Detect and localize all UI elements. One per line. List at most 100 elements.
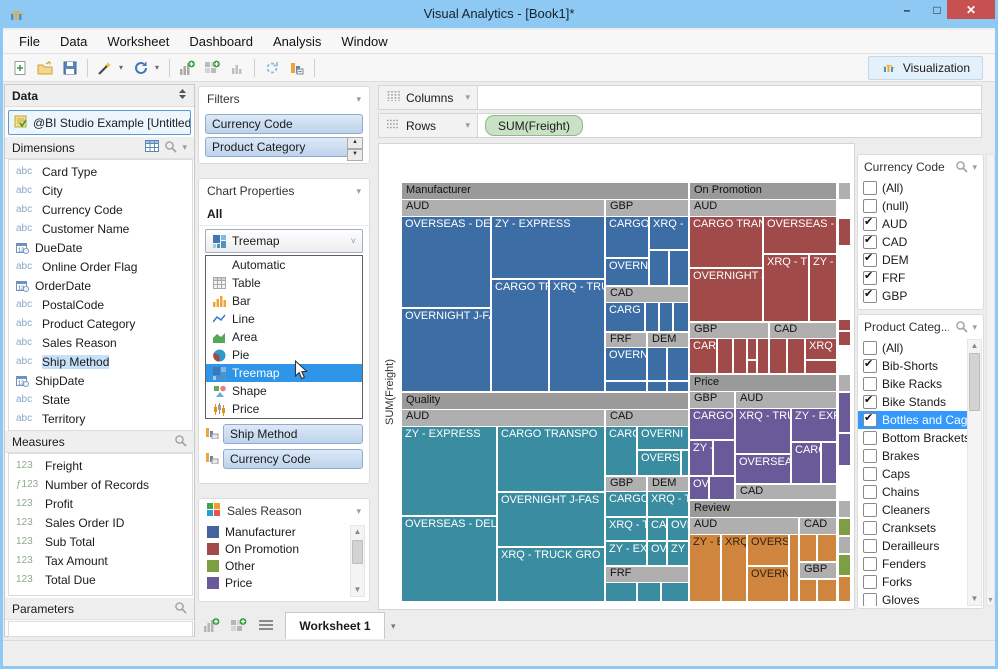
currency-option[interactable]: DEM: [858, 251, 983, 269]
scroll-down-icon[interactable]: ▼: [970, 594, 979, 603]
scrollbar-thumb[interactable]: [352, 540, 363, 564]
close-button[interactable]: ✕: [947, 0, 995, 19]
treemap-cell[interactable]: XRQ: [806, 339, 836, 359]
category-option[interactable]: Derailleurs: [858, 537, 968, 555]
legend-item[interactable]: On Promotion: [199, 540, 349, 557]
treemap-currency-header[interactable]: CAD: [770, 323, 836, 338]
treemap-currency-header[interactable]: GBP: [606, 477, 646, 491]
treemap-cell[interactable]: OVE: [648, 542, 666, 565]
checkbox-icon[interactable]: [863, 467, 877, 481]
collapse-icon[interactable]: ▾: [356, 505, 361, 516]
minimize-button[interactable]: –: [903, 3, 911, 17]
treemap-cell[interactable]: OVERN: [606, 348, 646, 380]
category-scrollbar[interactable]: ▲ ▼: [967, 339, 982, 606]
search-icon[interactable]: [164, 140, 178, 156]
checkbox-icon[interactable]: [863, 593, 877, 606]
category-filter-header[interactable]: Product Categ... ▾: [858, 315, 983, 339]
treemap-currency-header[interactable]: GBP: [690, 323, 768, 338]
treemap-currency-header[interactable]: DEM: [648, 333, 688, 347]
visualization-toggle-button[interactable]: Visualization: [867, 55, 983, 80]
chevron-down-icon[interactable]: ▾: [972, 321, 977, 332]
currency-option[interactable]: GBP: [858, 287, 983, 305]
maximize-button[interactable]: □: [933, 3, 941, 17]
show-labels-button[interactable]: [286, 57, 308, 79]
treemap-cell[interactable]: [770, 339, 786, 373]
treemap-cell[interactable]: XRQ - TR: [648, 492, 688, 516]
filter-pill-product-category[interactable]: Product Category ▲ ▼: [205, 137, 363, 161]
treemap-cell[interactable]: [758, 339, 768, 373]
treemap-currency-header[interactable]: GBP: [800, 563, 836, 578]
open-button[interactable]: [34, 57, 56, 79]
treemap-currency-header[interactable]: CAD: [800, 518, 836, 534]
legend-scrollbar[interactable]: ▲ ▼: [350, 525, 365, 597]
treemap-cell[interactable]: [718, 339, 732, 373]
currency-option[interactable]: AUD: [858, 215, 983, 233]
treemap-cell[interactable]: [646, 303, 658, 331]
checkbox-icon[interactable]: [863, 521, 877, 535]
scrollbar-thumb[interactable]: [969, 353, 980, 411]
treemap-cell[interactable]: [662, 583, 688, 601]
dimension-item[interactable]: abc State: [9, 390, 192, 409]
treemap-cell[interactable]: OVERNIGHT J-FA: [402, 309, 490, 391]
menu-item-data[interactable]: Data: [59, 34, 88, 49]
treemap-cell[interactable]: XRQ - TRU: [550, 280, 604, 391]
checkbox-icon[interactable]: [863, 377, 877, 391]
category-option[interactable]: Bottom Brackets: [858, 429, 968, 447]
menu-item-analysis[interactable]: Analysis: [272, 34, 322, 49]
treemap-cell[interactable]: CARGO TRANS: [690, 217, 762, 267]
chart-type-option-line[interactable]: Line: [206, 310, 362, 328]
treemap-cell[interactable]: XRQ -: [650, 217, 688, 249]
sort-updown-icon[interactable]: [178, 88, 187, 103]
dimension-item[interactable]: 12 OrderDate: [9, 276, 192, 295]
chart-type-option-bar[interactable]: Bar: [206, 292, 362, 310]
chart-type-option-price[interactable]: Price: [206, 400, 362, 418]
treemap-cell[interactable]: [800, 580, 816, 601]
treemap-cell[interactable]: [839, 577, 850, 601]
category-option[interactable]: Bike Stands: [858, 393, 968, 411]
new-worksheet-button[interactable]: [176, 57, 198, 79]
treemap-currency-header[interactable]: GBP: [606, 200, 688, 216]
treemap-cell[interactable]: [790, 535, 798, 601]
treemap-cell[interactable]: [822, 443, 836, 483]
chevron-down-icon[interactable]: ▾: [465, 92, 470, 102]
treemap-cell[interactable]: [660, 303, 672, 331]
columns-shelf-label[interactable]: Columns ▾: [378, 85, 478, 110]
measure-item[interactable]: 123 Total Due: [9, 570, 192, 589]
data-panel-header[interactable]: Data: [5, 85, 194, 107]
treemap-panel-header[interactable]: Manufacturer: [402, 183, 688, 199]
measures-header[interactable]: Measures: [5, 431, 194, 453]
treemap-cell[interactable]: CAR: [648, 518, 666, 540]
chart-type-option-shape[interactable]: Shape: [206, 382, 362, 400]
checkbox-icon[interactable]: [863, 485, 877, 499]
treemap-cell[interactable]: [734, 339, 746, 373]
treemap-cell[interactable]: XRQ: [722, 535, 746, 601]
checkbox-icon[interactable]: [863, 449, 877, 463]
treemap-cell[interactable]: [839, 434, 850, 465]
menu-item-worksheet[interactable]: Worksheet: [107, 34, 170, 49]
search-icon[interactable]: [955, 160, 969, 175]
treemap-panel-header[interactable]: Review: [690, 501, 836, 517]
menu-item-dashboard[interactable]: Dashboard: [189, 34, 253, 49]
filter-pill-currency-code[interactable]: Currency Code: [205, 114, 363, 134]
treemap-currency-header[interactable]: CAD: [736, 485, 836, 499]
checkbox-icon[interactable]: [863, 431, 877, 445]
category-option[interactable]: Gloves: [858, 591, 968, 606]
treemap-cell[interactable]: ZY - EXP: [606, 542, 646, 565]
checkbox-icon[interactable]: [863, 539, 877, 553]
treemap-cell[interactable]: CARG: [792, 443, 820, 483]
chart-type-option-treemap[interactable]: Treemap: [206, 364, 362, 382]
scroll-down-icon[interactable]: ▼: [353, 585, 362, 594]
data-connection-item[interactable]: @BI Studio Example [Untitled]: [8, 110, 191, 135]
checkbox-checked-icon[interactable]: [863, 215, 877, 231]
treemap-cell[interactable]: CARGO: [606, 217, 648, 257]
chart-type-select[interactable]: Treemap ˅: [205, 229, 363, 253]
treemap-cell[interactable]: XRQ - TRU: [736, 409, 790, 453]
treemap-cell[interactable]: [839, 519, 850, 535]
scroll-down-icon[interactable]: ▼: [347, 149, 363, 161]
dimension-item[interactable]: abc City: [9, 181, 192, 200]
connect-data-button[interactable]: [94, 57, 116, 79]
worksheet-tab[interactable]: Worksheet 1: [285, 612, 385, 639]
chart-type-option-pie[interactable]: Pie: [206, 346, 362, 364]
measure-item[interactable]: 123 Freight: [9, 456, 192, 475]
measure-item[interactable]: 123 Profit: [9, 494, 192, 513]
